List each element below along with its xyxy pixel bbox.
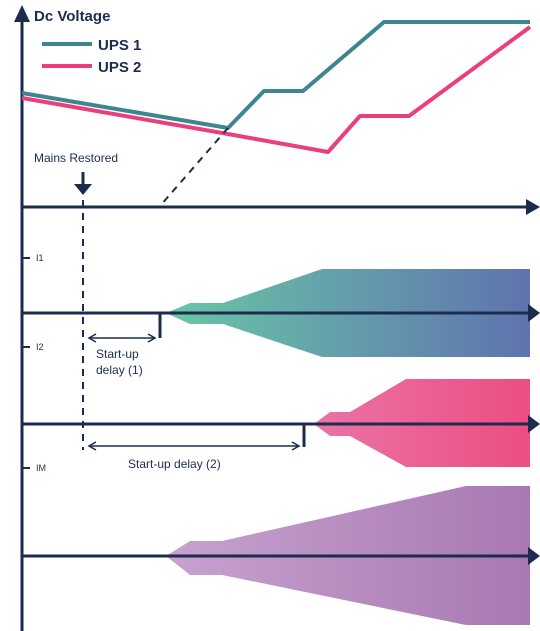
time-axis-arrow-icon xyxy=(526,199,540,215)
delay1-label-line2: delay (1) xyxy=(96,363,143,377)
mains-restored-arrow-icon xyxy=(74,184,92,195)
legend-label-ups2: UPS 2 xyxy=(98,59,141,76)
y-axis-arrow-icon xyxy=(14,5,30,22)
ups2-current-arrow-icon xyxy=(528,415,540,433)
mains-restored-label: Mains Restored xyxy=(34,151,118,165)
delay2-right-arrow-icon xyxy=(291,441,301,451)
delay1-left-arrow-icon xyxy=(87,333,97,343)
delay1-right-arrow-icon xyxy=(147,333,157,343)
current-label-i2: I2 xyxy=(36,342,44,352)
current-label-i1: I1 xyxy=(36,253,44,263)
total-current-arrow-icon xyxy=(528,547,540,565)
delay1-label-line1: Start-up xyxy=(96,347,139,361)
delay2-label: Start-up delay (2) xyxy=(128,457,221,471)
ups1-current-arrow-icon xyxy=(528,304,540,322)
ups1-voltage-line xyxy=(21,20,530,130)
ups2-voltage-line xyxy=(21,25,532,154)
delay2-left-arrow-icon xyxy=(87,441,97,451)
ups1-recharge-dashed-line xyxy=(159,127,229,207)
legend-label-ups1: UPS 1 xyxy=(98,37,141,54)
current-label-im: IM xyxy=(36,463,46,473)
chart-title: Dc Voltage xyxy=(34,8,110,25)
